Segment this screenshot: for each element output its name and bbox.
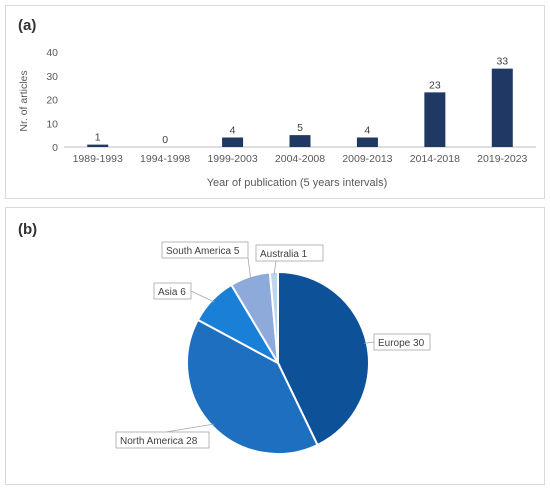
x-tick-label: 2019-2023 — [477, 153, 527, 165]
bar — [87, 144, 109, 147]
bar-data-label: 4 — [365, 125, 371, 137]
y-tick-label: 0 — [52, 142, 58, 154]
pie-callouts: Europe 30 North America 28 Asia 6 South Ame… — [115, 241, 431, 449]
y-tick-label: 40 — [46, 47, 58, 59]
y-tick-label: 30 — [46, 71, 58, 83]
bar — [491, 68, 513, 147]
x-tick-label: 1999-2003 — [207, 153, 257, 165]
callout-box — [161, 241, 249, 259]
slice-data-label: Australia 1 — [260, 249, 308, 260]
slice-data-label: South America 5 — [166, 246, 240, 257]
y-axis-ticks: 0 10 20 30 40 — [46, 47, 58, 154]
bar — [356, 137, 378, 147]
bar-data-label: 33 — [496, 56, 508, 68]
x-axis-label: Year of publication (5 years intervals) — [207, 177, 388, 189]
panel-a-bar-chart: (a) 0 10 20 30 40 Nr. of articles 1 0 4 5 4 23 33 … — [5, 5, 545, 199]
y-tick-label: 10 — [46, 118, 58, 130]
y-tick-label: 20 — [46, 95, 58, 107]
bar — [289, 135, 311, 147]
callout-leader-line — [190, 290, 215, 303]
bar-data-label: 4 — [230, 125, 236, 137]
x-tick-label: 2009-2013 — [342, 153, 392, 165]
callout-box — [115, 431, 210, 449]
x-axis-ticks: 1989-1993 1994-1998 1999-2003 2004-2008 2009… — [73, 153, 528, 165]
x-tick-label: 2004-2008 — [275, 153, 325, 165]
pie-chart-svg: (b) Europe 30 North America 28 Asia 6 South… — [18, 221, 431, 455]
pie-slice-australia — [268, 270, 279, 364]
bar-data-label: 23 — [429, 79, 441, 91]
x-tick-label: 1989-1993 — [73, 153, 123, 165]
slice-data-label: North America 28 — [120, 436, 198, 447]
bar-data-label: 1 — [95, 132, 101, 144]
callout-box — [373, 333, 431, 351]
slice-data-label: Europe 30 — [378, 338, 425, 349]
bar-data-label: 5 — [297, 122, 303, 134]
bar — [222, 137, 244, 147]
callout-leader-line — [165, 423, 215, 433]
x-tick-label: 2014-2018 — [410, 153, 460, 165]
callout-leader-line — [364, 341, 375, 344]
x-tick-label: 1994-1998 — [140, 153, 190, 165]
bar — [424, 92, 446, 147]
callout-box — [255, 244, 324, 262]
callout-leader-line — [273, 260, 277, 275]
y-axis-label: Nr. of articles — [18, 70, 30, 131]
panel-b-pie-chart: (b) Europe 30 North America 28 Asia 6 South… — [5, 207, 545, 485]
bars: 1 0 4 5 4 23 33 — [87, 56, 513, 147]
callout-box — [153, 282, 192, 300]
panel-label-b: (b) — [18, 221, 37, 238]
slice-data-label: Asia 6 — [158, 287, 186, 298]
callout-leader-line — [247, 257, 252, 280]
panel-label-a: (a) — [18, 17, 36, 34]
bar-data-label: 0 — [162, 134, 168, 146]
pie-slices — [186, 270, 370, 455]
pie-slice-north-america — [186, 318, 319, 455]
